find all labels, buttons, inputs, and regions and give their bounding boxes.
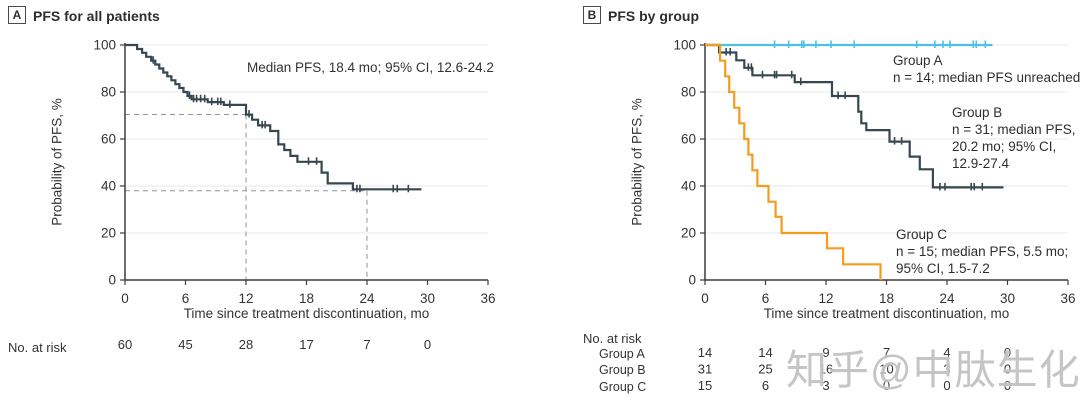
risk-count: 14 — [698, 345, 712, 360]
risk-count: 17 — [299, 337, 313, 352]
panel-b-tag-letter: B — [587, 8, 597, 22]
y-tick-label: 0 — [108, 273, 116, 288]
panel-b-no-at-risk-label: No. at risk — [583, 331, 642, 346]
risk-count: 0 — [1004, 378, 1011, 393]
risk-count: 14 — [758, 345, 772, 360]
risk-count: 60 — [118, 337, 132, 352]
x-tick-label: 6 — [182, 291, 190, 306]
panel-a-tag-letter: A — [12, 8, 22, 22]
risk-count: 9 — [822, 345, 829, 360]
risk-count: 25 — [758, 362, 772, 377]
risk-count: 3 — [943, 362, 950, 377]
y-tick-label: 100 — [93, 38, 116, 53]
risk-count: 16 — [819, 362, 833, 377]
y-tick-label: 60 — [681, 132, 696, 147]
y-tick-label: 80 — [681, 85, 696, 100]
risk-count: 45 — [178, 337, 192, 352]
y-tick-label: 20 — [101, 226, 116, 241]
x-tick-label: 18 — [879, 291, 894, 306]
risk-count: 0 — [1004, 362, 1011, 377]
risk-count: 10 — [879, 362, 893, 377]
risk-count: 0 — [1004, 345, 1011, 360]
risk-count: 6 — [762, 378, 769, 393]
y-tick-label: 80 — [101, 85, 116, 100]
risk-count: 4 — [943, 345, 950, 360]
panel-a-title: PFS for all patients — [33, 8, 160, 24]
panel-a-tag: A — [8, 6, 26, 24]
risk-count: 3 — [822, 378, 829, 393]
x-tick-label: 30 — [1000, 291, 1015, 306]
x-tick-label: 36 — [480, 291, 495, 306]
x-tick-label: 24 — [939, 291, 955, 306]
risk-count: 7 — [363, 337, 370, 352]
group-c-label: Group C n = 15; median PFS, 5.5 mo; 95% … — [896, 227, 1069, 276]
risk-count: 28 — [239, 337, 253, 352]
risk-count: 0 — [424, 337, 431, 352]
x-tick-label: 12 — [818, 291, 833, 306]
x-tick-label: 18 — [299, 291, 314, 306]
km-curve-group-b — [705, 43, 1004, 189]
risk-row-group-b-label: Group B — [599, 363, 646, 377]
panel-a-no-at-risk-label: No. at risk — [8, 340, 67, 355]
y-tick-label: 60 — [101, 132, 116, 147]
panel-b-tag: B — [583, 6, 601, 24]
x-tick-label: 0 — [121, 291, 129, 306]
x-tick-label: 12 — [238, 291, 253, 306]
panel-a-plot: 0 20 40 60 80 100 0 6 12 18 24 30 36 60 45 28 17 7 0 — [93, 38, 495, 353]
panel-b-x-axis-label: Time since treatment discontinuation, mo — [763, 306, 1010, 321]
group-b-label: Group B n = 31; median PFS, 20.2 mo; 95%… — [952, 105, 1076, 171]
zhihu-watermark: 知乎@中肽生化 — [786, 347, 1080, 393]
risk-row-group-a-label: Group A — [599, 347, 645, 361]
x-tick-label: 36 — [1060, 291, 1075, 306]
panel-a-x-axis-label: Time since treatment discontinuation, mo — [183, 306, 430, 321]
x-tick-label: 24 — [359, 291, 375, 306]
risk-count: 7 — [883, 345, 890, 360]
risk-count: 0 — [883, 378, 890, 393]
median-pfs-annotation: Median PFS, 18.4 mo; 95% CI, 12.6-24.2 — [247, 60, 494, 75]
group-a-label: Group A n = 14; median PFS unreached — [893, 53, 1080, 85]
y-tick-label: 100 — [673, 38, 696, 53]
risk-count: 31 — [698, 362, 712, 377]
km-curve-group-c — [705, 43, 882, 280]
x-tick-label: 0 — [701, 291, 709, 306]
risk-row-group-c-label: Group C — [599, 380, 647, 394]
risk-count: 15 — [698, 378, 712, 393]
km-curve-all-patients — [125, 43, 422, 191]
x-tick-label: 30 — [420, 291, 435, 306]
y-tick-label: 40 — [101, 179, 116, 194]
panel-b-title: PFS by group — [608, 8, 699, 24]
x-tick-label: 6 — [762, 291, 770, 306]
y-tick-label: 40 — [681, 179, 696, 194]
y-tick-label: 0 — [688, 273, 696, 288]
risk-count: 0 — [943, 378, 950, 393]
y-tick-label: 20 — [681, 226, 696, 241]
